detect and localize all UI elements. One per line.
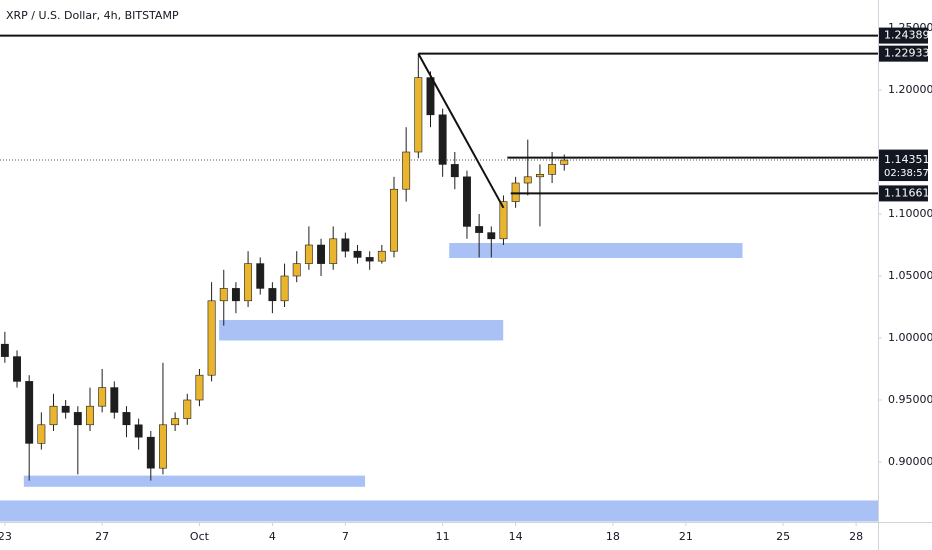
price-label: 1.24389: [884, 29, 930, 42]
candle-body: [511, 182, 520, 202]
x-tick-label: 7: [342, 530, 349, 543]
current-price-box: [879, 152, 928, 182]
x-tick-label: 14: [509, 530, 523, 543]
candle-body: [414, 77, 423, 153]
countdown-label: 02:38:57: [884, 168, 929, 179]
candle-body: [195, 374, 204, 401]
candle-body: [13, 356, 21, 382]
y-tick-label: 0.95000: [888, 393, 932, 406]
candle-body: [219, 288, 228, 302]
candle-body: [0, 343, 9, 357]
price-label: 1.22933: [884, 47, 930, 60]
candle-body: [183, 399, 192, 419]
zone: [23, 475, 366, 487]
price-label-box: [879, 27, 928, 44]
x-tick-label: 23: [0, 530, 12, 543]
current-price-label: 1.14351: [884, 153, 930, 166]
candle-body: [231, 288, 240, 302]
trend-line: [417, 53, 505, 209]
candle-body: [475, 226, 484, 233]
candle-body: [548, 164, 557, 175]
candle-body: [280, 275, 289, 302]
candle-body: [402, 151, 411, 190]
y-tick-label: 1.05000: [888, 269, 932, 282]
candle-body: [256, 263, 265, 289]
candle-body: [110, 387, 119, 413]
candle-body: [329, 238, 338, 264]
zone: [0, 500, 878, 522]
candle-body: [341, 238, 350, 252]
y-tick-label: 1.00000: [888, 331, 932, 344]
candle-body: [61, 405, 70, 413]
candle-body: [499, 201, 508, 240]
candle-body: [244, 263, 253, 302]
price-label: 1.11661: [884, 186, 930, 199]
plot-area: [0, 34, 878, 522]
x-tick-label: 28: [849, 530, 863, 543]
x-tick-label: 21: [679, 530, 693, 543]
candle-body: [450, 164, 459, 178]
y-tick-label: 1.10000: [888, 207, 932, 220]
candle-body: [37, 424, 46, 444]
candle-body: [207, 300, 216, 376]
candle-body: [134, 424, 143, 438]
candle-body: [523, 176, 532, 184]
candle-body: [268, 288, 277, 302]
y-tick-label: 1.20000: [888, 83, 932, 96]
price-label-box: [879, 185, 928, 202]
chart-title: XRP / U.S. Dollar, 4h, BITSTAMP: [6, 9, 179, 22]
candle-body: [25, 381, 34, 444]
x-tick-label: 25: [776, 530, 790, 543]
candle-body: [463, 176, 471, 227]
y-tick-label: 0.90000: [888, 455, 932, 468]
candle-body: [487, 232, 496, 240]
candle-body: [365, 257, 374, 262]
candle-body: [560, 159, 569, 165]
candle-body: [98, 387, 107, 407]
x-tick-label: Oct: [190, 530, 210, 543]
candle-body: [426, 77, 435, 116]
candle-body: [377, 250, 386, 262]
x-tick-label: 11: [436, 530, 450, 543]
candle-body: [304, 244, 313, 264]
candle-body: [122, 412, 131, 426]
x-tick-label: 4: [269, 530, 276, 543]
zone: [219, 320, 504, 341]
candle-body: [535, 174, 544, 178]
candle-body: [171, 418, 180, 426]
candle-body: [73, 412, 82, 426]
price-label-box: [879, 45, 928, 62]
candle-body: [353, 250, 362, 258]
candle-body: [159, 424, 167, 469]
candle-body: [438, 114, 447, 165]
candle-body: [390, 188, 398, 252]
x-tick-label: 27: [95, 530, 109, 543]
zone: [449, 243, 743, 259]
candle-body: [49, 405, 58, 426]
x-tick-label: 18: [606, 530, 620, 543]
candle-body: [86, 405, 94, 426]
candle-body: [317, 244, 325, 264]
candle-body: [146, 436, 155, 469]
candle-body: [292, 263, 301, 277]
